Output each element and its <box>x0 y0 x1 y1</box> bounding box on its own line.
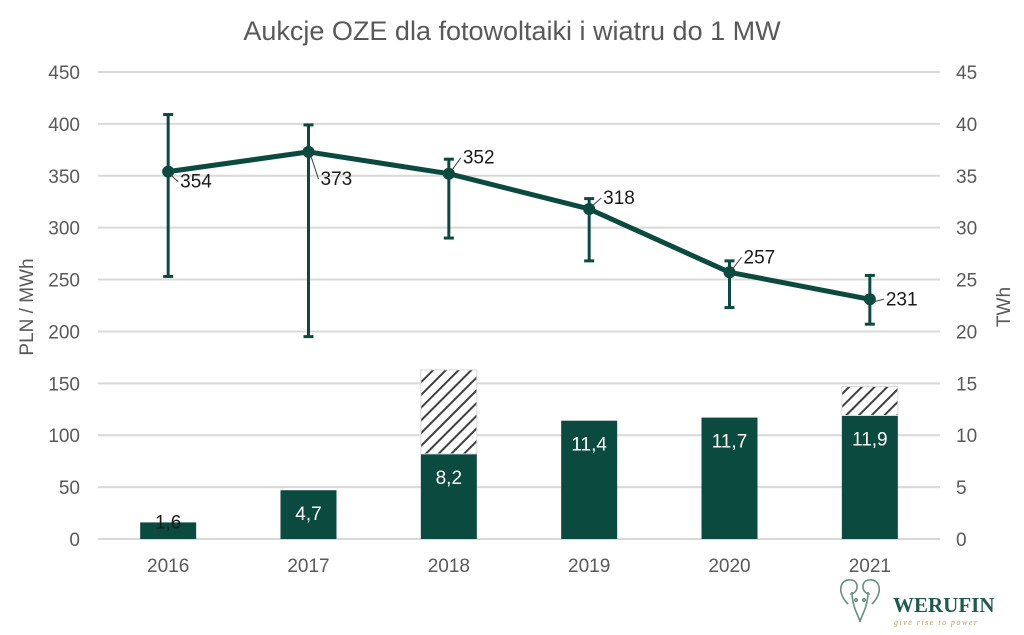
y-right-tick-label: 5 <box>956 478 967 499</box>
bar <box>140 522 197 539</box>
bar <box>701 417 758 539</box>
bar-value-label: 11,7 <box>712 432 748 453</box>
y-left-tick-label: 100 <box>48 426 80 447</box>
x-tick-label: 2021 <box>849 556 891 577</box>
bar-value-label: 11,9 <box>852 430 888 451</box>
logo-name: WERUFIN <box>893 593 995 617</box>
line-path <box>167 149 871 302</box>
line-point <box>442 167 455 180</box>
line-value-label: 373 <box>321 169 353 190</box>
y-left-tick-label: 250 <box>48 271 80 292</box>
x-tick-label: 2017 <box>287 556 329 577</box>
line-point <box>863 293 876 306</box>
y-right-tick-label: 25 <box>956 271 977 292</box>
left-axis-ticks: 0 50 100 150 200 250 300 350 400 450 <box>48 63 80 551</box>
y-left-tick-label: 0 <box>69 530 80 551</box>
bar-hatched-segment <box>420 369 478 455</box>
y-left-tick-label: 350 <box>48 167 80 188</box>
label-leader <box>871 298 884 303</box>
label-leader <box>590 197 602 208</box>
x-tick-label: 2019 <box>568 556 610 577</box>
label-leader <box>169 174 179 183</box>
line-value-label: 257 <box>744 247 776 268</box>
ram-head-icon <box>840 579 880 623</box>
y-right-tick-label: 20 <box>956 322 977 343</box>
bar-value-label: 4,7 <box>295 504 321 525</box>
line-point <box>162 165 175 178</box>
bar <box>561 420 618 539</box>
y-right-tick-label: 10 <box>956 426 977 447</box>
y-left-tick-label: 150 <box>48 374 80 395</box>
line-point <box>302 145 315 158</box>
y-axis-right-label: TWh <box>994 287 1015 327</box>
y-right-tick-label: 30 <box>956 219 977 240</box>
line-value-label: 318 <box>603 188 635 209</box>
bar-value-label: 8,2 <box>436 468 462 489</box>
y-left-tick-label: 400 <box>48 115 80 136</box>
label-leader <box>450 157 462 172</box>
bar <box>280 490 337 539</box>
y-left-tick-label: 50 <box>59 478 80 499</box>
y-right-tick-label: 40 <box>956 115 977 136</box>
logo-tagline: give rise to power <box>894 618 979 627</box>
chart-title: Aukcje OZE dla fotowoltaiki i wiatru do … <box>243 16 781 46</box>
gridlines <box>98 71 940 540</box>
y-left-tick-label: 450 <box>48 63 80 84</box>
bar-value-label: 11,4 <box>571 435 607 456</box>
line-value-label: 231 <box>886 289 918 310</box>
bar-series: 1,6 4,7 8,2 11,4 11,7 11,9 <box>140 369 899 539</box>
x-tick-label: 2018 <box>428 556 470 577</box>
line-value-label: 352 <box>463 148 495 169</box>
y-right-tick-label: 0 <box>956 530 967 551</box>
y-axis-left-label: PLN / MWh <box>17 258 38 355</box>
werufin-logo: WERUFIN give rise to power <box>840 579 995 627</box>
right-axis-ticks: 0 5 10 15 20 25 30 35 40 45 <box>956 63 977 551</box>
error-bars <box>163 113 875 339</box>
x-tick-label: 2016 <box>147 556 189 577</box>
y-left-tick-label: 300 <box>48 219 80 240</box>
line-value-label: 354 <box>180 172 212 193</box>
bar-value-label: 1,6 <box>155 512 181 533</box>
y-right-tick-label: 15 <box>956 374 977 395</box>
y-left-tick-label: 200 <box>48 322 80 343</box>
bar <box>420 453 477 539</box>
bar <box>841 415 898 539</box>
label-leader <box>731 256 742 271</box>
x-axis-ticks: 2016 2017 2018 2019 2020 2021 <box>147 556 891 577</box>
label-leader <box>310 154 319 180</box>
y-right-tick-label: 45 <box>956 63 977 84</box>
y-right-tick-label: 35 <box>956 167 977 188</box>
line-series: 354 373 352 318 257 231 <box>162 145 918 310</box>
x-tick-label: 2020 <box>708 556 750 577</box>
bar-hatched-segment <box>841 385 899 417</box>
